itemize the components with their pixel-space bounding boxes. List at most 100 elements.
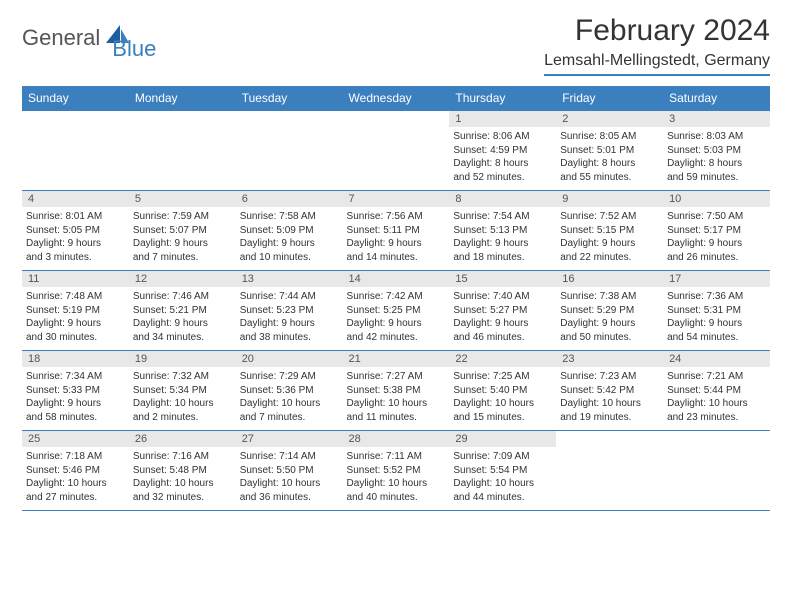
sunrise-text: Sunrise: 7:42 AM bbox=[347, 290, 446, 304]
sunrise-text: Sunrise: 8:01 AM bbox=[26, 210, 125, 224]
sunrise-text: Sunrise: 7:44 AM bbox=[240, 290, 339, 304]
day-number-cell bbox=[129, 111, 236, 128]
day-cell: Sunrise: 7:50 AMSunset: 5:17 PMDaylight:… bbox=[663, 207, 770, 271]
daylight-text: Daylight: 10 hours bbox=[560, 397, 659, 411]
day-cell: Sunrise: 7:14 AMSunset: 5:50 PMDaylight:… bbox=[236, 447, 343, 511]
sunrise-text: Sunrise: 7:58 AM bbox=[240, 210, 339, 224]
sunset-text: Sunset: 5:01 PM bbox=[560, 144, 659, 158]
daylight-text: Daylight: 10 hours bbox=[453, 397, 552, 411]
sunset-text: Sunset: 5:25 PM bbox=[347, 304, 446, 318]
day-cell: Sunrise: 7:38 AMSunset: 5:29 PMDaylight:… bbox=[556, 287, 663, 351]
sunset-text: Sunset: 5:44 PM bbox=[667, 384, 766, 398]
sunset-text: Sunset: 5:27 PM bbox=[453, 304, 552, 318]
sunrise-text: Sunrise: 8:05 AM bbox=[560, 130, 659, 144]
day-cell: Sunrise: 7:27 AMSunset: 5:38 PMDaylight:… bbox=[343, 367, 450, 431]
day-cell: Sunrise: 7:21 AMSunset: 5:44 PMDaylight:… bbox=[663, 367, 770, 431]
day-number-cell: 22 bbox=[449, 351, 556, 368]
sunrise-text: Sunrise: 8:06 AM bbox=[453, 130, 552, 144]
daylight-text: Daylight: 9 hours bbox=[453, 317, 552, 331]
daylight-text: and 44 minutes. bbox=[453, 491, 552, 505]
daylight-text: Daylight: 9 hours bbox=[26, 397, 125, 411]
daylight-text: and 3 minutes. bbox=[26, 251, 125, 265]
daylight-text: Daylight: 9 hours bbox=[667, 317, 766, 331]
day-number-cell bbox=[663, 431, 770, 448]
logo: General Blue bbox=[22, 14, 156, 62]
daylight-text: Daylight: 9 hours bbox=[667, 237, 766, 251]
day-cell: Sunrise: 8:03 AMSunset: 5:03 PMDaylight:… bbox=[663, 127, 770, 191]
sunset-text: Sunset: 5:05 PM bbox=[26, 224, 125, 238]
sunrise-text: Sunrise: 7:54 AM bbox=[453, 210, 552, 224]
daylight-text: Daylight: 8 hours bbox=[453, 157, 552, 171]
day-cell: Sunrise: 7:56 AMSunset: 5:11 PMDaylight:… bbox=[343, 207, 450, 271]
daylight-text: and 23 minutes. bbox=[667, 411, 766, 425]
daylight-text: Daylight: 9 hours bbox=[240, 237, 339, 251]
sunrise-text: Sunrise: 7:46 AM bbox=[133, 290, 232, 304]
sunrise-text: Sunrise: 7:36 AM bbox=[667, 290, 766, 304]
day-header: Tuesday bbox=[236, 86, 343, 111]
daylight-text: Daylight: 10 hours bbox=[347, 477, 446, 491]
sunrise-text: Sunrise: 7:40 AM bbox=[453, 290, 552, 304]
day-cell bbox=[556, 447, 663, 511]
day-header: Sunday bbox=[22, 86, 129, 111]
day-cell bbox=[22, 127, 129, 191]
day-cell: Sunrise: 7:52 AMSunset: 5:15 PMDaylight:… bbox=[556, 207, 663, 271]
sunset-text: Sunset: 5:19 PM bbox=[26, 304, 125, 318]
day-number-cell: 20 bbox=[236, 351, 343, 368]
sunrise-text: Sunrise: 7:34 AM bbox=[26, 370, 125, 384]
day-number-cell: 14 bbox=[343, 271, 450, 288]
day-number-row: 123 bbox=[22, 111, 770, 128]
daylight-text: and 7 minutes. bbox=[240, 411, 339, 425]
daylight-text: Daylight: 9 hours bbox=[26, 317, 125, 331]
day-number-cell: 15 bbox=[449, 271, 556, 288]
day-number-cell: 27 bbox=[236, 431, 343, 448]
day-number-cell bbox=[343, 111, 450, 128]
day-number-cell: 18 bbox=[22, 351, 129, 368]
daylight-text: and 34 minutes. bbox=[133, 331, 232, 345]
daylight-text: and 2 minutes. bbox=[133, 411, 232, 425]
day-number-row: 45678910 bbox=[22, 191, 770, 208]
daylight-text: Daylight: 8 hours bbox=[667, 157, 766, 171]
sunrise-text: Sunrise: 7:56 AM bbox=[347, 210, 446, 224]
daylight-text: and 58 minutes. bbox=[26, 411, 125, 425]
sunrise-text: Sunrise: 7:27 AM bbox=[347, 370, 446, 384]
daylight-text: and 42 minutes. bbox=[347, 331, 446, 345]
daylight-text: and 15 minutes. bbox=[453, 411, 552, 425]
daylight-text: and 32 minutes. bbox=[133, 491, 232, 505]
daylight-text: Daylight: 9 hours bbox=[560, 237, 659, 251]
sunset-text: Sunset: 5:42 PM bbox=[560, 384, 659, 398]
sunset-text: Sunset: 5:23 PM bbox=[240, 304, 339, 318]
daylight-text: and 7 minutes. bbox=[133, 251, 232, 265]
day-cell bbox=[129, 127, 236, 191]
daylight-text: Daylight: 10 hours bbox=[667, 397, 766, 411]
daylight-text: and 22 minutes. bbox=[560, 251, 659, 265]
sunset-text: Sunset: 5:36 PM bbox=[240, 384, 339, 398]
sunset-text: Sunset: 5:31 PM bbox=[667, 304, 766, 318]
header: General Blue February 2024 Lemsahl-Melli… bbox=[22, 14, 770, 76]
day-number-row: 11121314151617 bbox=[22, 271, 770, 288]
day-cell: Sunrise: 7:42 AMSunset: 5:25 PMDaylight:… bbox=[343, 287, 450, 351]
day-number-cell: 16 bbox=[556, 271, 663, 288]
sunrise-text: Sunrise: 7:18 AM bbox=[26, 450, 125, 464]
sunset-text: Sunset: 5:03 PM bbox=[667, 144, 766, 158]
day-number-cell: 29 bbox=[449, 431, 556, 448]
daylight-text: and 36 minutes. bbox=[240, 491, 339, 505]
daylight-text: and 14 minutes. bbox=[347, 251, 446, 265]
day-number-cell: 6 bbox=[236, 191, 343, 208]
day-number-cell: 10 bbox=[663, 191, 770, 208]
day-number-cell: 28 bbox=[343, 431, 450, 448]
sunset-text: Sunset: 5:54 PM bbox=[453, 464, 552, 478]
daylight-text: and 11 minutes. bbox=[347, 411, 446, 425]
day-cell bbox=[343, 127, 450, 191]
sunset-text: Sunset: 5:21 PM bbox=[133, 304, 232, 318]
daylight-text: Daylight: 10 hours bbox=[133, 477, 232, 491]
day-number-cell: 21 bbox=[343, 351, 450, 368]
location: Lemsahl-Mellingstedt, Germany bbox=[544, 52, 770, 76]
daylight-text: and 59 minutes. bbox=[667, 171, 766, 185]
sunrise-text: Sunrise: 8:03 AM bbox=[667, 130, 766, 144]
sunrise-text: Sunrise: 7:09 AM bbox=[453, 450, 552, 464]
daylight-text: Daylight: 9 hours bbox=[133, 237, 232, 251]
sunrise-text: Sunrise: 7:38 AM bbox=[560, 290, 659, 304]
day-number-cell: 5 bbox=[129, 191, 236, 208]
day-cell: Sunrise: 7:48 AMSunset: 5:19 PMDaylight:… bbox=[22, 287, 129, 351]
day-cell: Sunrise: 7:46 AMSunset: 5:21 PMDaylight:… bbox=[129, 287, 236, 351]
